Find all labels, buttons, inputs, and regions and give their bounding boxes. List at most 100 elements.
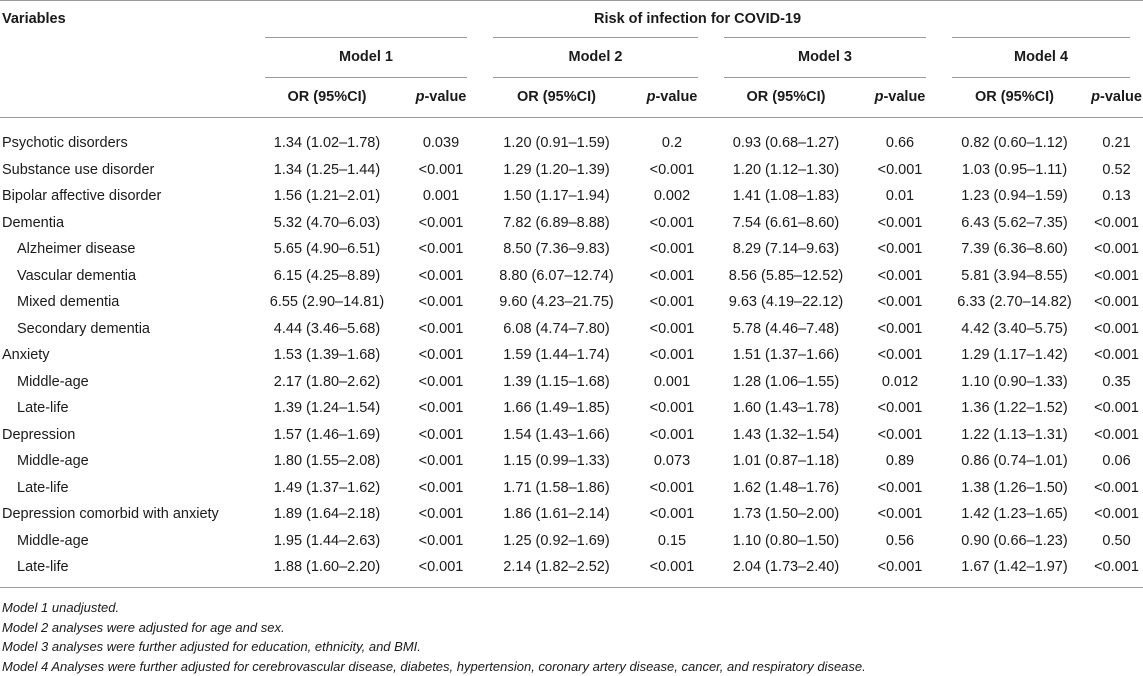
or-model-2-cell: 6.08 (4.74–7.80) xyxy=(480,316,633,343)
p-header-model-1: p-value xyxy=(402,77,480,118)
or-header-model-1: OR (95%CI) xyxy=(252,77,402,118)
p-model-3-cell: <0.001 xyxy=(861,210,939,237)
variable-cell: Bipolar affective disorder xyxy=(0,183,252,210)
p-model-1-cell: <0.001 xyxy=(402,316,480,343)
p-rest: -value xyxy=(655,89,697,105)
or-model-3-cell: 1.41 (1.08–1.83) xyxy=(711,183,861,210)
model-2-header: Model 2 xyxy=(480,37,711,77)
or-model-3-cell: 7.54 (6.61–8.60) xyxy=(711,210,861,237)
p-model-4-cell: <0.001 xyxy=(1090,422,1143,449)
or-model-4-cell: 0.86 (0.74–1.01) xyxy=(939,448,1090,475)
p-model-4-cell: 0.52 xyxy=(1090,157,1143,184)
or-model-1-cell: 5.32 (4.70–6.03) xyxy=(252,210,402,237)
p-model-3-cell: <0.001 xyxy=(861,501,939,528)
p-model-4-cell: <0.001 xyxy=(1090,501,1143,528)
p-rest: -value xyxy=(424,89,466,105)
p-model-4-cell: <0.001 xyxy=(1090,342,1143,369)
variable-cell: Depression xyxy=(0,422,252,449)
or-model-1-cell: 1.34 (1.25–1.44) xyxy=(252,157,402,184)
or-model-4-cell: 1.23 (0.94–1.59) xyxy=(939,183,1090,210)
or-model-4-cell: 1.03 (0.95–1.11) xyxy=(939,157,1090,184)
header-row-title: Variables Risk of infection for COVID-19 xyxy=(0,1,1143,38)
model-1-header: Model 1 xyxy=(252,37,480,77)
or-model-2-cell: 8.80 (6.07–12.74) xyxy=(480,263,633,290)
or-model-2-cell: 1.71 (1.58–1.86) xyxy=(480,475,633,502)
p-model-4-cell: 0.21 xyxy=(1090,130,1143,157)
results-table: Variables Risk of infection for COVID-19… xyxy=(0,0,1143,588)
p-model-3-cell: <0.001 xyxy=(861,422,939,449)
or-model-1-cell: 1.56 (1.21–2.01) xyxy=(252,183,402,210)
or-model-2-cell: 1.39 (1.15–1.68) xyxy=(480,369,633,396)
note-model-4: Model 4 Analyses were further adjusted f… xyxy=(2,657,1143,676)
or-model-1-cell: 1.39 (1.24–1.54) xyxy=(252,395,402,422)
table-notes: Model 1 unadjusted. Model 2 analyses wer… xyxy=(0,598,1143,676)
or-model-4-cell: 1.42 (1.23–1.65) xyxy=(939,501,1090,528)
or-model-4-cell: 7.39 (6.36–8.60) xyxy=(939,236,1090,263)
or-model-2-cell: 1.15 (0.99–1.33) xyxy=(480,448,633,475)
or-model-4-cell: 6.43 (5.62–7.35) xyxy=(939,210,1090,237)
or-model-2-cell: 1.59 (1.44–1.74) xyxy=(480,342,633,369)
or-header-model-3: OR (95%CI) xyxy=(711,77,861,118)
variable-cell: Late-life xyxy=(0,395,252,422)
or-model-1-cell: 5.65 (4.90–6.51) xyxy=(252,236,402,263)
variables-header: Variables xyxy=(0,1,252,38)
or-model-1-cell: 4.44 (3.46–5.68) xyxy=(252,316,402,343)
variable-cell: Mixed dementia xyxy=(0,289,252,316)
p-model-3-cell: 0.012 xyxy=(861,369,939,396)
p-model-2-cell: 0.2 xyxy=(633,130,711,157)
or-model-1-cell: 1.80 (1.55–2.08) xyxy=(252,448,402,475)
variable-cell: Dementia xyxy=(0,210,252,237)
variable-cell: Depression comorbid with anxiety xyxy=(0,501,252,528)
or-model-1-cell: 1.95 (1.44–2.63) xyxy=(252,528,402,555)
or-model-3-cell: 1.60 (1.43–1.78) xyxy=(711,395,861,422)
p-model-1-cell: <0.001 xyxy=(402,342,480,369)
p-model-1-cell: <0.001 xyxy=(402,369,480,396)
p-model-4-cell: 0.13 xyxy=(1090,183,1143,210)
p-model-1-cell: <0.001 xyxy=(402,554,480,588)
or-model-3-cell: 1.01 (0.87–1.18) xyxy=(711,448,861,475)
p-header-model-3: p-value xyxy=(861,77,939,118)
or-model-3-cell: 1.73 (1.50–2.00) xyxy=(711,501,861,528)
or-model-4-cell: 1.10 (0.90–1.33) xyxy=(939,369,1090,396)
or-model-4-cell: 6.33 (2.70–14.82) xyxy=(939,289,1090,316)
or-model-4-cell: 4.42 (3.40–5.75) xyxy=(939,316,1090,343)
or-model-1-cell: 1.34 (1.02–1.78) xyxy=(252,130,402,157)
or-model-3-cell: 1.51 (1.37–1.66) xyxy=(711,342,861,369)
or-model-2-cell: 2.14 (1.82–2.52) xyxy=(480,554,633,588)
variable-cell: Psychotic disorders xyxy=(0,130,252,157)
or-model-2-cell: 1.20 (0.91–1.59) xyxy=(480,130,633,157)
p-model-2-cell: <0.001 xyxy=(633,554,711,588)
variable-cell: Anxiety xyxy=(0,342,252,369)
or-model-1-cell: 1.53 (1.39–1.68) xyxy=(252,342,402,369)
header-row-stats: OR (95%CI) p-value OR (95%CI) p-value OR… xyxy=(0,77,1143,118)
p-model-2-cell: <0.001 xyxy=(633,210,711,237)
or-model-3-cell: 8.56 (5.85–12.52) xyxy=(711,263,861,290)
or-model-4-cell: 0.82 (0.60–1.12) xyxy=(939,130,1090,157)
p-model-1-cell: <0.001 xyxy=(402,157,480,184)
or-model-2-cell: 7.82 (6.89–8.88) xyxy=(480,210,633,237)
or-model-3-cell: 2.04 (1.73–2.40) xyxy=(711,554,861,588)
variable-cell: Alzheimer disease xyxy=(0,236,252,263)
p-model-4-cell: 0.50 xyxy=(1090,528,1143,555)
p-model-3-cell: 0.01 xyxy=(861,183,939,210)
spacer-row xyxy=(0,118,1143,131)
variable-cell: Vascular dementia xyxy=(0,263,252,290)
p-model-2-cell: <0.001 xyxy=(633,395,711,422)
or-model-2-cell: 1.29 (1.20–1.39) xyxy=(480,157,633,184)
p-model-1-cell: <0.001 xyxy=(402,289,480,316)
p-model-3-cell: <0.001 xyxy=(861,395,939,422)
or-model-2-cell: 9.60 (4.23–21.75) xyxy=(480,289,633,316)
or-model-4-cell: 1.22 (1.13–1.31) xyxy=(939,422,1090,449)
p-model-1-cell: <0.001 xyxy=(402,528,480,555)
